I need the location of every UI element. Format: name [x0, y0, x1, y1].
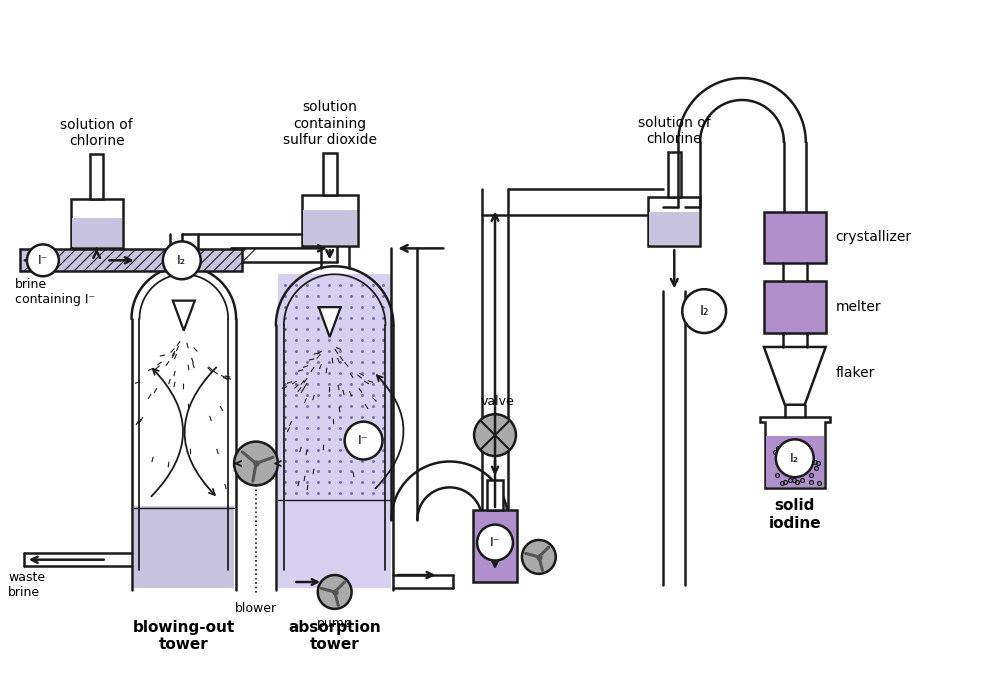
Circle shape: [474, 414, 516, 456]
Text: solution of
chlorine: solution of chlorine: [638, 115, 711, 146]
Circle shape: [27, 244, 59, 276]
Text: I₂: I₂: [790, 452, 799, 464]
Polygon shape: [173, 301, 195, 331]
Bar: [90, 153, 103, 198]
Circle shape: [682, 289, 726, 333]
Text: blowing-out
tower: blowing-out tower: [133, 620, 235, 653]
Text: I⁻: I⁻: [490, 536, 500, 549]
Bar: [278, 498, 391, 588]
Text: I₂: I₂: [699, 304, 709, 318]
Bar: [764, 281, 826, 333]
Bar: [71, 198, 123, 249]
Bar: [487, 481, 503, 511]
Bar: [134, 507, 234, 588]
Bar: [766, 436, 824, 488]
Bar: [278, 274, 391, 588]
Text: absorption
tower: absorption tower: [288, 620, 381, 653]
Text: I₂: I₂: [177, 254, 186, 267]
Text: crystallizer: crystallizer: [836, 230, 912, 244]
Text: solution of
chlorine: solution of chlorine: [60, 117, 133, 148]
Circle shape: [776, 439, 814, 477]
Bar: [764, 212, 826, 263]
Bar: [649, 212, 699, 245]
Bar: [72, 217, 122, 247]
Text: brine
containing I⁻: brine containing I⁻: [15, 278, 95, 306]
Text: valve: valve: [480, 395, 514, 408]
Polygon shape: [764, 347, 826, 405]
Circle shape: [477, 525, 513, 560]
Text: waste
brine: waste brine: [8, 571, 45, 599]
Bar: [20, 249, 242, 272]
Text: flaker: flaker: [836, 366, 875, 380]
Text: solution
containing
sulfur dioxide: solution containing sulfur dioxide: [283, 100, 377, 147]
Polygon shape: [319, 307, 341, 337]
Circle shape: [163, 242, 201, 279]
Text: I⁻: I⁻: [38, 254, 48, 267]
Circle shape: [318, 575, 352, 609]
Circle shape: [522, 540, 556, 574]
Text: blower: blower: [235, 602, 277, 615]
Text: I⁻: I⁻: [358, 434, 369, 447]
Text: solid
iodine: solid iodine: [768, 498, 821, 531]
Bar: [648, 197, 700, 246]
Bar: [323, 153, 337, 195]
Bar: [473, 511, 517, 582]
Bar: [303, 210, 357, 245]
Polygon shape: [760, 417, 830, 488]
Bar: [302, 195, 358, 246]
Bar: [668, 152, 681, 197]
Text: melter: melter: [836, 300, 881, 314]
Text: pump: pump: [317, 617, 353, 630]
Circle shape: [234, 441, 278, 485]
Circle shape: [345, 422, 382, 460]
